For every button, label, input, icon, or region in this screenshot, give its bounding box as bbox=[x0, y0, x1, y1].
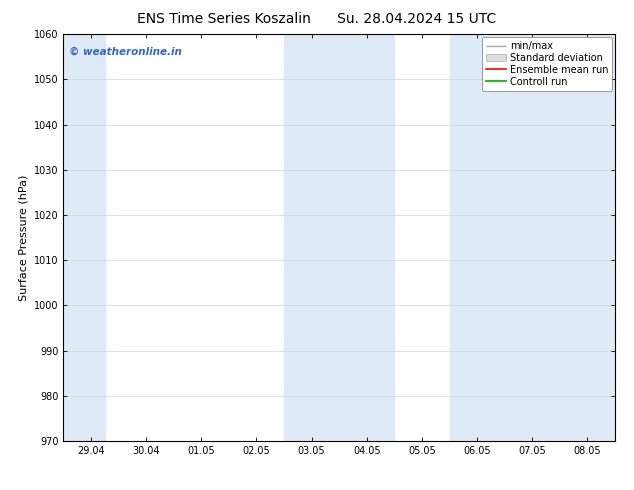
Legend: min/max, Standard deviation, Ensemble mean run, Controll run: min/max, Standard deviation, Ensemble me… bbox=[482, 37, 612, 91]
Text: ENS Time Series Koszalin      Su. 28.04.2024 15 UTC: ENS Time Series Koszalin Su. 28.04.2024 … bbox=[138, 12, 496, 26]
Bar bbox=[284, 34, 394, 441]
Bar bbox=[63, 34, 105, 441]
Text: © weatheronline.in: © weatheronline.in bbox=[69, 47, 182, 56]
Bar bbox=[450, 34, 615, 441]
Y-axis label: Surface Pressure (hPa): Surface Pressure (hPa) bbox=[18, 174, 29, 301]
